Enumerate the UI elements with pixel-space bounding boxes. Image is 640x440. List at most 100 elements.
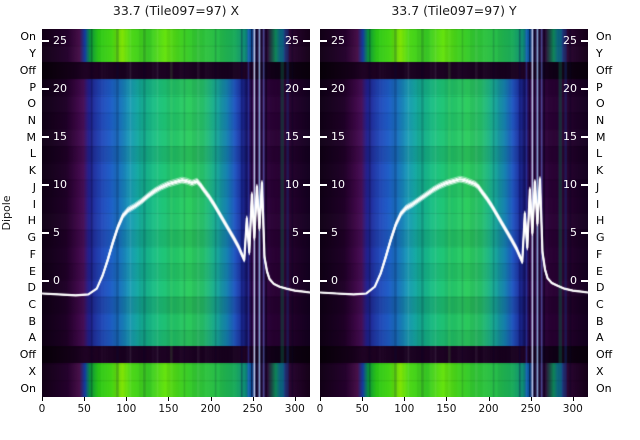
ytick-label-left: 25 <box>53 34 67 47</box>
ytick-mark-left <box>42 136 49 138</box>
ytick-mark-right <box>303 88 310 90</box>
xtick-mark <box>404 397 406 401</box>
xtick-label: 0 <box>38 403 46 415</box>
xtick-mark <box>126 397 128 401</box>
xtick-mark <box>530 397 532 401</box>
xtick-label: 300 <box>284 403 305 415</box>
heatmap-canvas-y <box>320 29 588 397</box>
xtick-label: 50 <box>77 403 91 415</box>
ytick-label-right: 10 <box>285 178 299 191</box>
ytick-label-left: 10 <box>331 178 345 191</box>
dipole-label-right: E <box>596 264 603 278</box>
dipole-label-left: Off <box>19 63 36 77</box>
ytick-mark-right <box>581 88 588 90</box>
dipole-label-left: O <box>27 97 36 111</box>
dipole-label-left: G <box>27 231 36 245</box>
ytick-mark-left <box>320 232 327 234</box>
dipole-label-left: Off <box>19 348 36 362</box>
ytick-label-right: 0 <box>570 274 577 287</box>
ytick-label-left: 15 <box>331 130 345 143</box>
dipole-label-left: F <box>29 247 36 261</box>
ytick-mark-left <box>320 88 327 90</box>
ytick-label-right: 10 <box>563 178 577 191</box>
dipole-label-right: Y <box>596 47 603 61</box>
ytick-label-left: 5 <box>53 226 60 239</box>
ytick-mark-right <box>303 280 310 282</box>
xtick-label: 200 <box>200 403 221 415</box>
ytick-label-right: 15 <box>285 130 299 143</box>
ytick-label-left: 20 <box>53 82 67 95</box>
dipole-label-right: C <box>596 298 604 311</box>
xtick-mark <box>252 397 254 401</box>
xtick-mark <box>446 397 448 401</box>
ytick-mark-right <box>581 40 588 42</box>
ytick-label-right: 20 <box>563 82 577 95</box>
xtick-mark <box>362 397 364 401</box>
ytick-mark-right <box>581 232 588 234</box>
xtick-label: 300 <box>562 403 583 415</box>
ytick-mark-right <box>303 184 310 186</box>
ytick-mark-left <box>42 40 49 42</box>
ytick-label-right: 0 <box>292 274 299 287</box>
xtick-label: 200 <box>478 403 499 415</box>
ytick-mark-left <box>42 184 49 186</box>
xtick-mark <box>168 397 170 401</box>
xtick-mark <box>84 397 86 401</box>
panel-title-y: 33.7 (Tile097=97) Y <box>391 3 517 18</box>
dipole-label-right: G <box>596 231 605 245</box>
heatmap-canvas-x <box>42 29 310 397</box>
dipole-label-left: K <box>28 164 36 178</box>
ytick-mark-right <box>581 184 588 186</box>
ytick-label-left: 15 <box>53 130 67 143</box>
dipole-label-left: B <box>28 314 36 328</box>
xtick-label: 100 <box>116 403 137 415</box>
xtick-label: 150 <box>158 403 179 415</box>
xtick-mark <box>572 397 574 401</box>
heatmap-panel-y: 25 25 20 20 15 15 10 10 5 5 0 0 <box>320 29 588 397</box>
ytick-label-right: 5 <box>570 226 577 239</box>
dipole-label-right: J <box>596 180 600 194</box>
ytick-label-right: 25 <box>563 34 577 47</box>
dipole-label-right: On <box>596 30 612 44</box>
dipole-label-right: H <box>596 214 605 228</box>
xtick-label: 250 <box>242 403 263 415</box>
dipole-label-right: K <box>596 164 604 178</box>
ytick-mark-right <box>303 136 310 138</box>
ytick-label-left: 20 <box>331 82 345 95</box>
heatmap-panel-x: 25 25 20 20 15 15 10 10 5 5 0 0 <box>42 29 310 397</box>
ytick-label-right: 25 <box>285 34 299 47</box>
dipole-label-right: X <box>596 364 604 378</box>
xtick-mark <box>210 397 212 401</box>
dipole-label-left: P <box>29 80 36 94</box>
dipole-label-left: A <box>28 331 36 345</box>
xtick-label: 100 <box>394 403 415 415</box>
ytick-mark-left <box>320 136 327 138</box>
ytick-mark-left <box>42 232 49 234</box>
ytick-label-left: 25 <box>331 34 345 47</box>
dipole-label-left: I <box>32 197 36 211</box>
dipole-label-left: E <box>29 264 36 278</box>
ytick-label-left: 10 <box>53 178 67 191</box>
ytick-mark-left <box>42 280 49 282</box>
dipole-label-left: On <box>20 30 36 44</box>
panel-title-x: 33.7 (Tile097=97) X <box>112 3 240 18</box>
dipole-label-left: M <box>26 130 37 144</box>
dipole-label-left: C <box>28 298 36 311</box>
dipole-label-right: Off <box>596 63 613 77</box>
dipole-label-left: J <box>32 180 36 194</box>
xtick-label: 150 <box>436 403 457 415</box>
xtick-label: 0 <box>316 403 324 415</box>
xtick-label: 50 <box>355 403 369 415</box>
dipole-label-right: O <box>596 97 605 111</box>
xtick-mark <box>488 397 490 401</box>
xtick-mark <box>294 397 296 401</box>
dipole-label-right: P <box>596 80 603 94</box>
ytick-label-right: 5 <box>292 226 299 239</box>
dipole-label-left: On <box>20 381 36 395</box>
dipole-label-right: On <box>596 381 612 395</box>
dipole-label-right: D <box>596 281 605 295</box>
ytick-mark-left <box>320 280 327 282</box>
dipole-label-left: Y <box>29 47 36 61</box>
ytick-label-left: 0 <box>331 274 338 287</box>
ytick-mark-right <box>303 232 310 234</box>
